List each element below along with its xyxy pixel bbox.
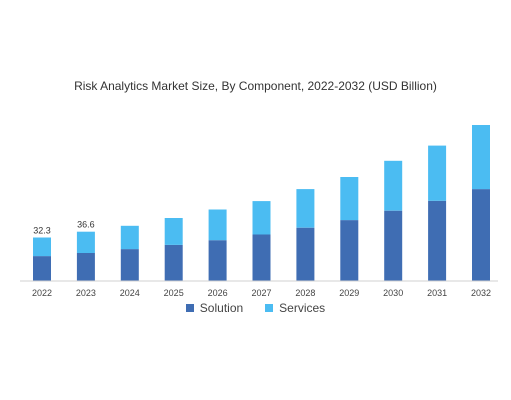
bar-services-2029 bbox=[340, 177, 359, 221]
bar-services-2032 bbox=[472, 125, 490, 190]
bar-solution-2026 bbox=[208, 240, 227, 281]
bar-solution-2032 bbox=[472, 189, 490, 281]
legend-item-solution: Solution bbox=[185, 301, 244, 315]
x-tick-label-2026: 2026 bbox=[208, 288, 228, 298]
bar-solution-2029 bbox=[340, 220, 359, 281]
bar-services-2025 bbox=[164, 218, 183, 245]
bar-services-2023 bbox=[76, 231, 95, 253]
bar-services-2031 bbox=[428, 145, 447, 201]
bar-services-2024 bbox=[120, 225, 139, 250]
legend-swatch-services bbox=[265, 304, 274, 312]
bar-solution-2023 bbox=[76, 253, 95, 281]
x-tick-label-2031: 2031 bbox=[427, 288, 447, 298]
bar-services-2027 bbox=[252, 201, 271, 235]
chart-title: Risk Analytics Market Size, By Component… bbox=[74, 79, 437, 93]
bar-solution-2031 bbox=[428, 200, 447, 281]
x-tick-label-2025: 2025 bbox=[164, 288, 184, 298]
x-tick-label-2024: 2024 bbox=[120, 288, 140, 298]
bar-solution-2022 bbox=[33, 256, 51, 281]
bar-services-2030 bbox=[384, 160, 403, 211]
bar-solution-2028 bbox=[296, 227, 315, 281]
bars-layer bbox=[33, 125, 490, 281]
legend-label-services: Services bbox=[279, 301, 326, 315]
x-tick-label-2029: 2029 bbox=[339, 288, 359, 298]
labels-layer: 2022 32.3 2023 36.6 2024 2025 2026 2027 2028 2029… bbox=[32, 220, 491, 298]
legend-item-services: Services bbox=[265, 301, 325, 315]
x-tick-label-2028: 2028 bbox=[295, 288, 315, 298]
bar-solution-2027 bbox=[252, 234, 271, 281]
bar-solution-2024 bbox=[120, 249, 139, 281]
x-tick-label-2027: 2027 bbox=[251, 288, 271, 298]
data-label-2023: 36.6 bbox=[77, 220, 95, 230]
x-tick-label-2022: 2022 bbox=[32, 288, 52, 298]
bar-services-2026 bbox=[208, 209, 227, 241]
x-tick-label-2023: 2023 bbox=[76, 288, 96, 298]
bar-services-2022 bbox=[33, 237, 51, 257]
x-tick-label-2030: 2030 bbox=[383, 288, 403, 298]
legend-swatch-solution bbox=[185, 304, 194, 312]
legend-label-solution: Solution bbox=[199, 301, 244, 315]
x-tick-label-2032: 2032 bbox=[471, 288, 491, 298]
bar-solution-2025 bbox=[164, 244, 183, 281]
data-label-2022: 32.3 bbox=[33, 226, 51, 236]
bar-services-2028 bbox=[296, 189, 315, 228]
bar-solution-2030 bbox=[384, 210, 403, 281]
legend: Solution Services bbox=[0, 301, 511, 315]
